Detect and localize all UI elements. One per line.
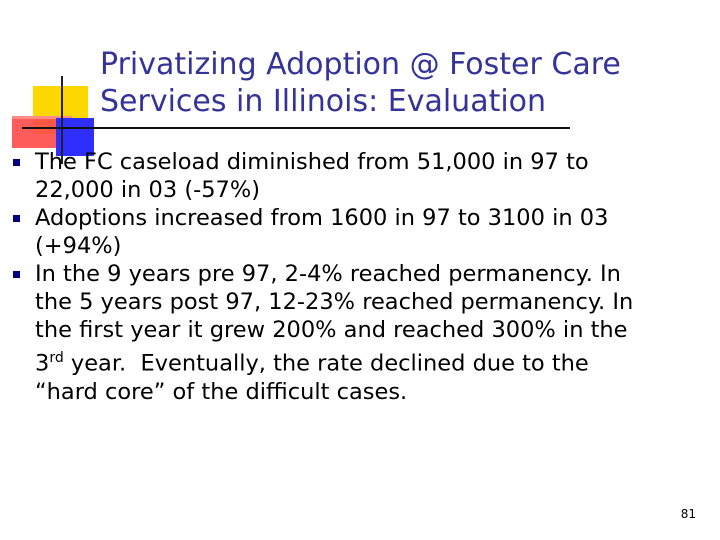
slide-title: Privatizing Adoption @ Foster Care Servi…: [100, 46, 700, 120]
square-bullet-icon: [13, 271, 20, 278]
page-number: 81: [680, 507, 696, 521]
bullet-text: The FC caseload diminished from 51,000 i…: [35, 149, 589, 175]
square-bullet-icon: [13, 159, 20, 166]
decoration-vertical-line: [61, 76, 63, 164]
bullet-text: “hard core” of the difficult cases.: [35, 378, 408, 405]
bullet-list: The FC caseload diminished from 51,000 i…: [0, 148, 720, 406]
bullet-item-permanency: In the 9 years pre 97, 2-4% reached perm…: [0, 260, 695, 406]
bullet-text: year. Eventually, the rate declined due …: [63, 350, 589, 377]
bullet-text: the 5 years post 97, 12-23% reached perm…: [35, 289, 634, 315]
bullet-item-adoptions: Adoptions increased from 1600 in 97 to 3…: [0, 204, 695, 260]
slide-title-line-1: Privatizing Adoption @ Foster Care: [100, 47, 621, 82]
bullet-text: (+94%): [35, 233, 122, 259]
bullet-item-caseload: The FC caseload diminished from 51,000 i…: [0, 148, 695, 204]
bullet-text: the first year it grew 200% and reached …: [35, 317, 628, 343]
bullet-text: 3: [35, 350, 50, 377]
square-bullet-icon: [13, 215, 20, 222]
title-underline: [22, 127, 570, 129]
decoration-red-square: [12, 118, 56, 148]
bullet-text: 22,000 in 03 (-57%): [35, 177, 261, 203]
title-decoration: [0, 0, 720, 164]
bullet-text: In the 9 years pre 97, 2-4% reached perm…: [35, 261, 621, 287]
slide-title-line-2: Services in Illinois: Evaluation: [100, 84, 547, 119]
decoration-pink-bar: [12, 116, 72, 119]
bullet-text: Adoptions increased from 1600 in 97 to 3…: [35, 205, 609, 231]
ordinal-superscript: rd: [49, 350, 64, 366]
